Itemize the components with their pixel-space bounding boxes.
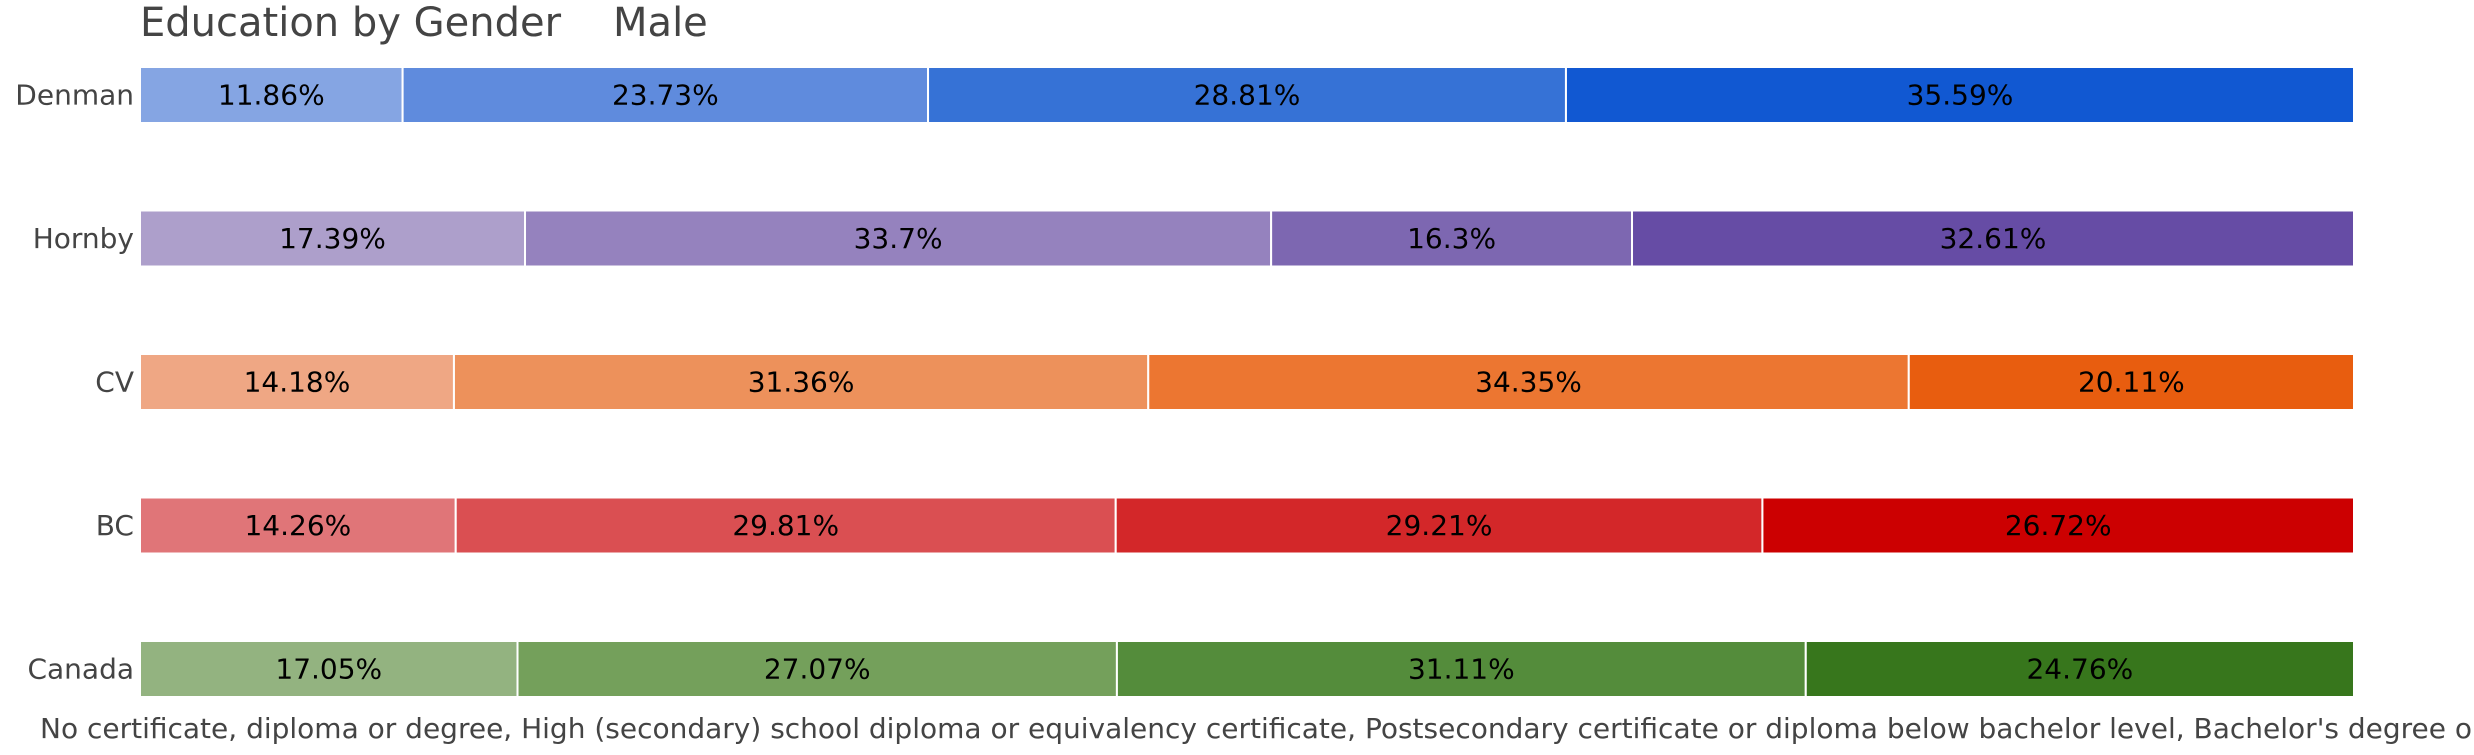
data-label-hornby-2: 33.7% bbox=[854, 222, 943, 255]
bar-segment-cv-2 bbox=[452, 353, 1150, 411]
bar-segment-canada-1 bbox=[139, 640, 519, 698]
data-label-bc-2: 29.81% bbox=[732, 509, 839, 542]
bar-segment-cv-3 bbox=[1147, 353, 1910, 411]
bar-segment-hornby-1 bbox=[139, 209, 527, 268]
data-label-cv-1: 14.18% bbox=[244, 366, 351, 399]
data-label-denman-1: 11.86% bbox=[218, 79, 325, 112]
data-label-cv-2: 31.36% bbox=[748, 366, 855, 399]
data-label-canada-4: 24.76% bbox=[2026, 653, 2133, 686]
data-label-cv-3: 34.35% bbox=[1475, 366, 1582, 399]
data-label-hornby-3: 16.3% bbox=[1407, 222, 1496, 255]
legend-text: No certificate, diploma or degree, High … bbox=[40, 712, 2474, 745]
category-label-bc: BC bbox=[96, 509, 134, 542]
bar-segment-bc-4 bbox=[1761, 496, 2355, 555]
data-label-denman-4: 35.59% bbox=[1907, 79, 2014, 112]
bar-segment-bc-1 bbox=[139, 496, 457, 555]
chart-header: Education by Gender Male bbox=[140, 0, 708, 52]
bar-segment-hornby-3 bbox=[1270, 209, 1634, 268]
bar-segment-bc-2 bbox=[454, 496, 1117, 555]
category-label-denman: Denman bbox=[15, 79, 134, 112]
chart-title: Education by Gender bbox=[140, 0, 562, 46]
data-label-denman-2: 23.73% bbox=[612, 79, 719, 112]
bar-segment-cv-1 bbox=[139, 353, 455, 411]
data-label-canada-3: 31.11% bbox=[1408, 653, 1515, 686]
chart-subtitle: Male bbox=[613, 0, 708, 46]
data-label-denman-3: 28.81% bbox=[1194, 79, 1301, 112]
data-label-bc-3: 29.21% bbox=[1386, 509, 1493, 542]
category-label-cv: CV bbox=[95, 366, 134, 399]
data-label-hornby-1: 17.39% bbox=[279, 222, 386, 255]
bar-segment-cv-4 bbox=[1907, 353, 2356, 411]
category-label-hornby: Hornby bbox=[33, 222, 134, 255]
bar-segment-denman-4 bbox=[1564, 66, 2355, 124]
bar-segment-canada-2 bbox=[516, 640, 1118, 698]
bar-segment-hornby-2 bbox=[524, 209, 1273, 268]
category-label-canada: Canada bbox=[27, 653, 134, 686]
data-label-cv-4: 20.11% bbox=[2078, 366, 2185, 399]
data-label-canada-2: 27.07% bbox=[764, 653, 871, 686]
data-label-bc-1: 14.26% bbox=[244, 509, 351, 542]
data-label-canada-1: 17.05% bbox=[275, 653, 382, 686]
data-label-bc-4: 26.72% bbox=[2005, 509, 2112, 542]
bar-segment-hornby-4 bbox=[1631, 209, 2356, 268]
bar-segment-denman-1 bbox=[139, 66, 404, 124]
bar-segment-canada-4 bbox=[1804, 640, 2355, 698]
data-label-hornby-4: 32.61% bbox=[1940, 222, 2047, 255]
